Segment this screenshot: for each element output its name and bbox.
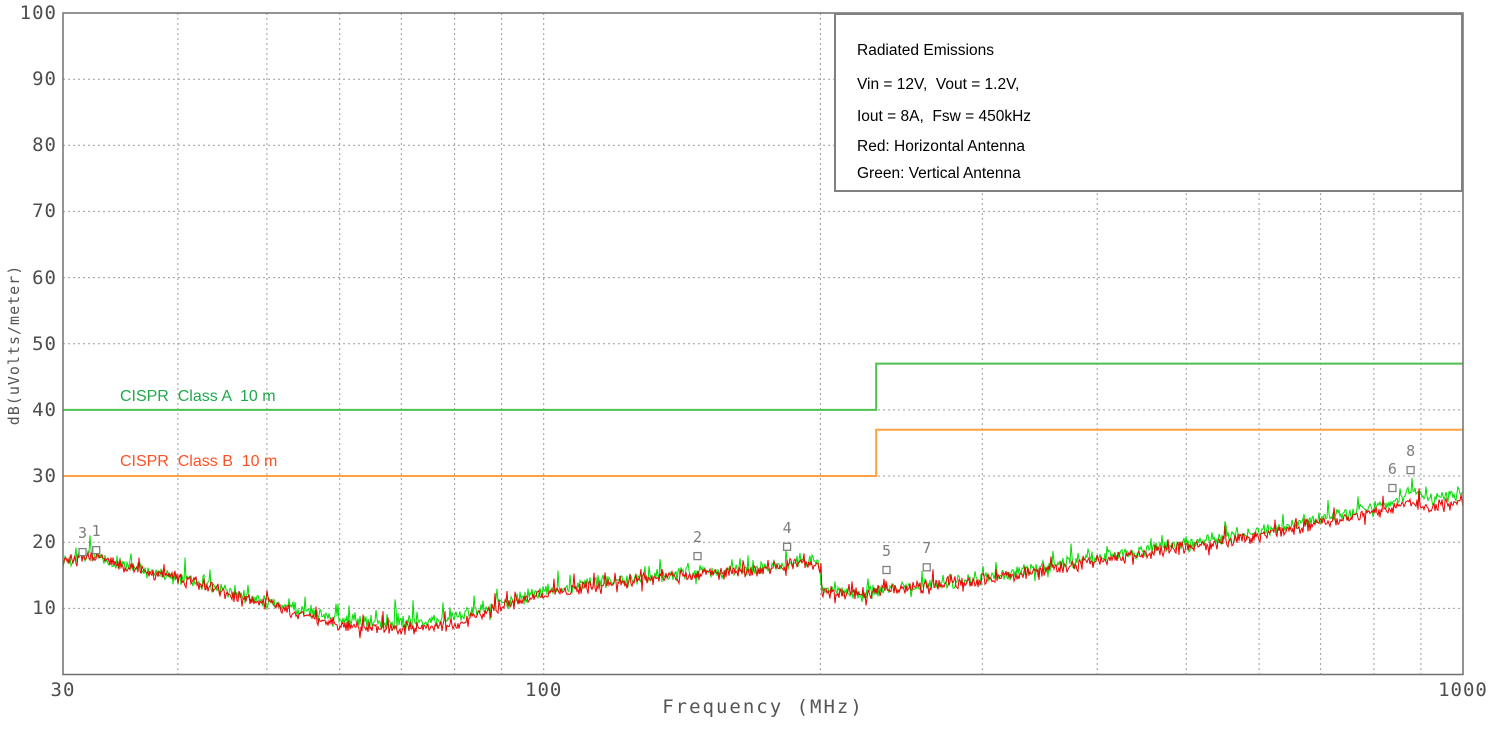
x-tick-label: 1000 bbox=[1438, 679, 1488, 701]
trace-horizontal-antenna bbox=[62, 488, 1464, 639]
x-axis-title: Frequency (MHz) bbox=[662, 696, 864, 718]
y-tick-label: 100 bbox=[19, 2, 57, 24]
peak-marker-square bbox=[92, 545, 101, 555]
y-tick-label: 50 bbox=[32, 332, 57, 355]
box-line-green-legend: Green: Vertical Antenna bbox=[857, 165, 1021, 182]
marker-label: 7 bbox=[922, 539, 932, 558]
y-tick-label: 70 bbox=[32, 200, 57, 223]
plot-border bbox=[62, 12, 1464, 676]
y-tick-label: 20 bbox=[32, 531, 57, 554]
peak-marker-square bbox=[78, 547, 87, 557]
y-tick-label: 60 bbox=[32, 266, 57, 289]
peak-marker-square bbox=[922, 563, 931, 572]
peak-marker-square bbox=[1406, 465, 1415, 475]
x-tick-label: 100 bbox=[525, 679, 563, 701]
box-line-red-legend: Red: Horizontal Antenna bbox=[857, 138, 1026, 155]
y-tick-label: 30 bbox=[32, 465, 57, 488]
peak-marker-square bbox=[882, 565, 891, 575]
marker-label: 5 bbox=[881, 541, 892, 560]
y-tick-label: 40 bbox=[32, 398, 57, 421]
y-tick-label: 80 bbox=[32, 134, 57, 157]
x-tick-label: 30 bbox=[50, 679, 76, 701]
cispr-class-b-label: CISPR Class B 10 m bbox=[119, 453, 278, 471]
peak-marker-square bbox=[782, 542, 792, 551]
y-tick-label: 10 bbox=[32, 597, 57, 620]
box-line-vin-vout: Vin = 12V, Vout = 1.2V, bbox=[857, 76, 1020, 93]
marker-label: 2 bbox=[692, 528, 703, 547]
marker-label: 4 bbox=[782, 518, 792, 537]
marker-label: 3 bbox=[77, 524, 87, 543]
y-tick-label: 90 bbox=[32, 68, 57, 91]
box-line-iout-fsw: Iout = 8A, Fsw = 450kHz bbox=[857, 108, 1032, 125]
trace-vertical-antenna bbox=[62, 477, 1464, 631]
box-title: Radiated Emissions bbox=[857, 42, 994, 59]
marker-label: 1 bbox=[91, 522, 101, 541]
limit-line-class-b bbox=[63, 428, 1463, 477]
marker-label: 6 bbox=[1387, 459, 1397, 478]
marker-label: 8 bbox=[1406, 442, 1416, 461]
peak-marker-square bbox=[693, 551, 702, 561]
limit-line-class-a bbox=[63, 362, 1463, 411]
cispr-class-a-label: CISPR Class A 10 m bbox=[119, 387, 276, 405]
peak-marker-square bbox=[1388, 483, 1397, 493]
test-conditions-box: Radiated Emissions Vin = 12V, Vout = 1.2… bbox=[834, 13, 1463, 192]
